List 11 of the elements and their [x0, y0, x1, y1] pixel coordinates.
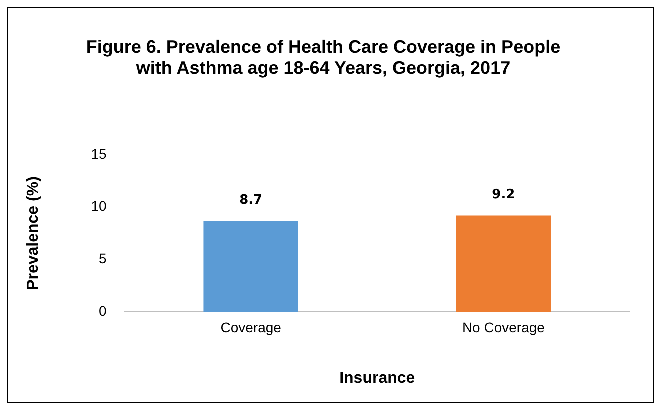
y-tick-label: 15: [91, 146, 107, 162]
data-label: 9.2: [492, 188, 516, 203]
x-axis-title: Insurance: [340, 370, 416, 387]
chart-title: Figure 6. Prevalence of Health Care Coverage in People with Asthma age 18-64 Years, Georgia, 2017: [85, 37, 562, 79]
y-tick-label: 5: [98, 250, 107, 267]
y-tick-label: 0: [98, 302, 107, 319]
data-label: 8.7: [240, 192, 263, 208]
y-tick-label: 10: [91, 198, 107, 214]
x-tick-label: Coverage: [220, 319, 282, 336]
y-axis-title: Prevalence (%): [25, 176, 42, 290]
x-tick-label: No Coverage: [462, 319, 546, 336]
